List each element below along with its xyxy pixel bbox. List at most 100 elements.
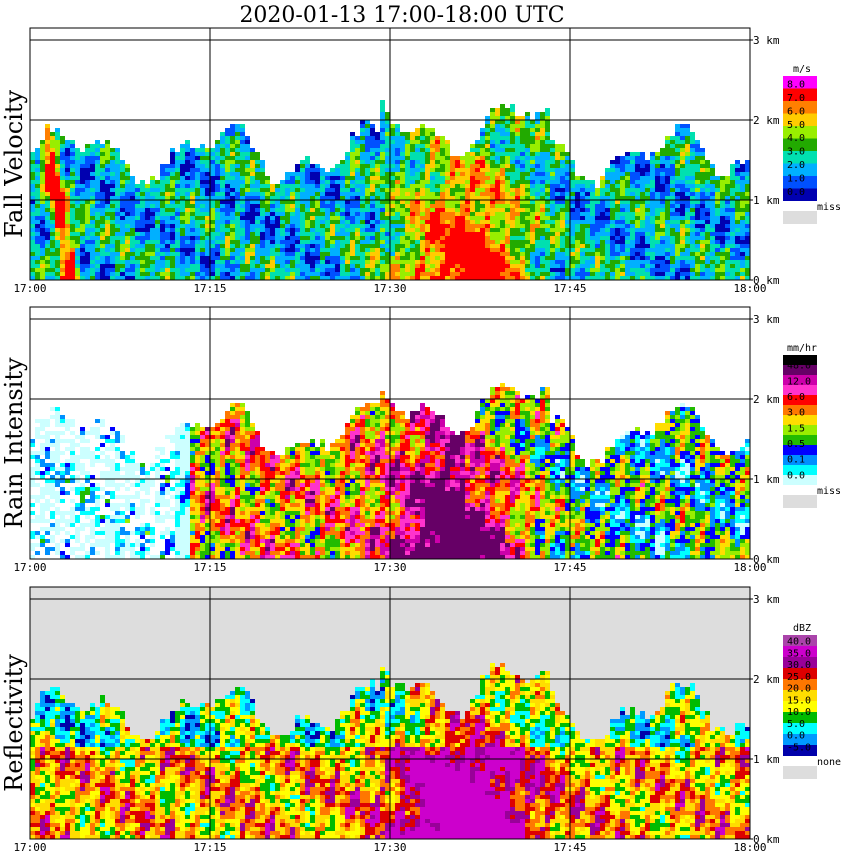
colorbar-swatch [783,701,817,712]
time-tick-label: 17:15 [193,282,226,295]
height-tick-label: 0 km [753,833,780,846]
height-tick-label: 2 km [753,673,780,686]
colorbar-swatch [783,455,817,465]
colorbar-label: 3.0 [787,147,805,158]
time-tick-label: 17:30 [373,282,406,295]
colorbar-label: 0.0 [787,731,805,742]
colorbar-swatch [783,151,817,164]
colorbar-unit: m/s [793,64,811,75]
colorbar-label: 5.0 [787,719,805,730]
ylabel: Fall Velocity [0,90,28,239]
colorbar-label: 1.5 [787,423,805,434]
colorbar-label: 3.0 [787,408,805,419]
panel-2: 0 km 1 km 2 km 3 km 17:00 17:15 17:30 17:45 18:0… [0,306,841,574]
colorbar-swatch [783,395,817,405]
height-tick-label: 1 km [753,194,780,207]
colorbar-label: 40.0 [787,637,811,648]
colorbar-swatch [783,163,817,176]
colorbar-swatch [783,723,817,734]
colorbar-swatch [783,405,817,415]
time-tick-label: 17:00 [13,561,46,574]
colorbar-label: 7.0 [787,93,805,104]
ylabel: Rain Intensity [0,357,28,529]
colorbar-unit: dBZ [793,623,811,634]
colorbar-label: 6.0 [787,392,805,403]
colorbar-label: 0.0 [787,470,805,481]
time-tick-label: 18:00 [733,282,766,295]
colorbar-swatch [783,385,817,395]
colorbar-swatch [783,690,817,701]
panel-3: 0 km 1 km 2 km 3 km 17:00 17:15 17:30 17:45 18:0… [0,586,841,854]
colorbar-label: 20.0 [787,684,811,695]
colorbar-swatch [783,668,817,679]
colorbar-swatch [783,176,817,189]
colorbar-swatch [783,712,817,723]
colorbar-label: 1.0 [787,174,805,185]
colorbar-unit: mm/hr [787,343,817,354]
colorbar-swatch [783,126,817,139]
colorbar-label: 8.0 [787,79,805,90]
colorbar-label: 25.0 [787,672,811,683]
panels: 0 km 1 km 2 km 3 km 17:00 17:15 17:30 17:45 18:0… [0,27,841,854]
height-tick-label: 2 km [753,114,780,127]
colorbar-swatch [783,465,817,475]
colorbar-swatch [783,365,817,375]
colorbar-swatch [783,435,817,445]
colorbar-label: 5.0 [787,120,805,131]
missing-swatch [783,211,817,224]
time-tick-label: 18:00 [733,561,766,574]
height-tick-label: 3 km [753,313,780,326]
panel-1: 0 km 1 km 2 km 3 km 17:00 17:15 17:30 17:45 18:0… [0,27,841,295]
colorbar-swatch [783,76,817,89]
heatmap-cells [30,100,750,280]
colorbar-label: 0.0 [787,187,805,198]
colorbar-swatch [783,445,817,455]
time-tick-label: 17:30 [373,841,406,854]
time-tick-label: 17:15 [193,561,226,574]
ylabel: Reflectivity [0,654,28,792]
colorbar-swatch [783,635,817,646]
colorbar-swatch [783,415,817,425]
height-tick-label: 1 km [753,473,780,486]
colorbar-label: 35.0 [787,648,811,659]
height-tick-label: 1 km [753,753,780,766]
missing-swatch [783,766,817,779]
colorbar-label: 0.5 [787,439,805,450]
colorbar-swatch [783,679,817,690]
time-tick-label: 17:45 [553,841,586,854]
colorbar-label: -5.0 [787,742,811,753]
missing-label: miss [817,202,841,213]
colorbar-swatch [783,375,817,385]
colorbar-swatch [783,138,817,151]
colorbar-swatch [783,646,817,657]
colorbar-swatch [783,355,817,365]
colorbar-label: 0.1 [787,455,805,466]
colorbar-label: 10.0 [787,707,811,718]
colorbar-swatch [783,188,817,201]
heatmap-cells [30,383,750,559]
heatmap-cells [30,663,750,839]
time-tick-label: 17:00 [13,841,46,854]
colorbar-label: 30.0 [787,660,811,671]
height-tick-label: 0 km [753,274,780,287]
colorbar-swatch [783,425,817,435]
time-tick-label: 18:00 [733,841,766,854]
time-tick-label: 17:45 [553,561,586,574]
missing-label: miss [817,486,841,497]
colorbar-swatch [783,113,817,126]
colorbar-label: 2.0 [787,160,805,171]
colorbar-label: 6.0 [787,106,805,117]
colorbar-label: 48.0 [787,361,811,372]
figure-title: 2020-01-13 17:00-18:00 UTC [239,3,564,28]
missing-label: none [817,757,841,768]
time-tick-label: 17:00 [13,282,46,295]
time-tick-label: 17:45 [553,282,586,295]
colorbar-swatch [783,745,817,756]
height-tick-label: 2 km [753,393,780,406]
colorbar-swatch [783,657,817,668]
colorbar-swatch [783,88,817,101]
time-tick-label: 17:15 [193,841,226,854]
missing-swatch [783,495,817,508]
colorbar-swatch [783,101,817,114]
